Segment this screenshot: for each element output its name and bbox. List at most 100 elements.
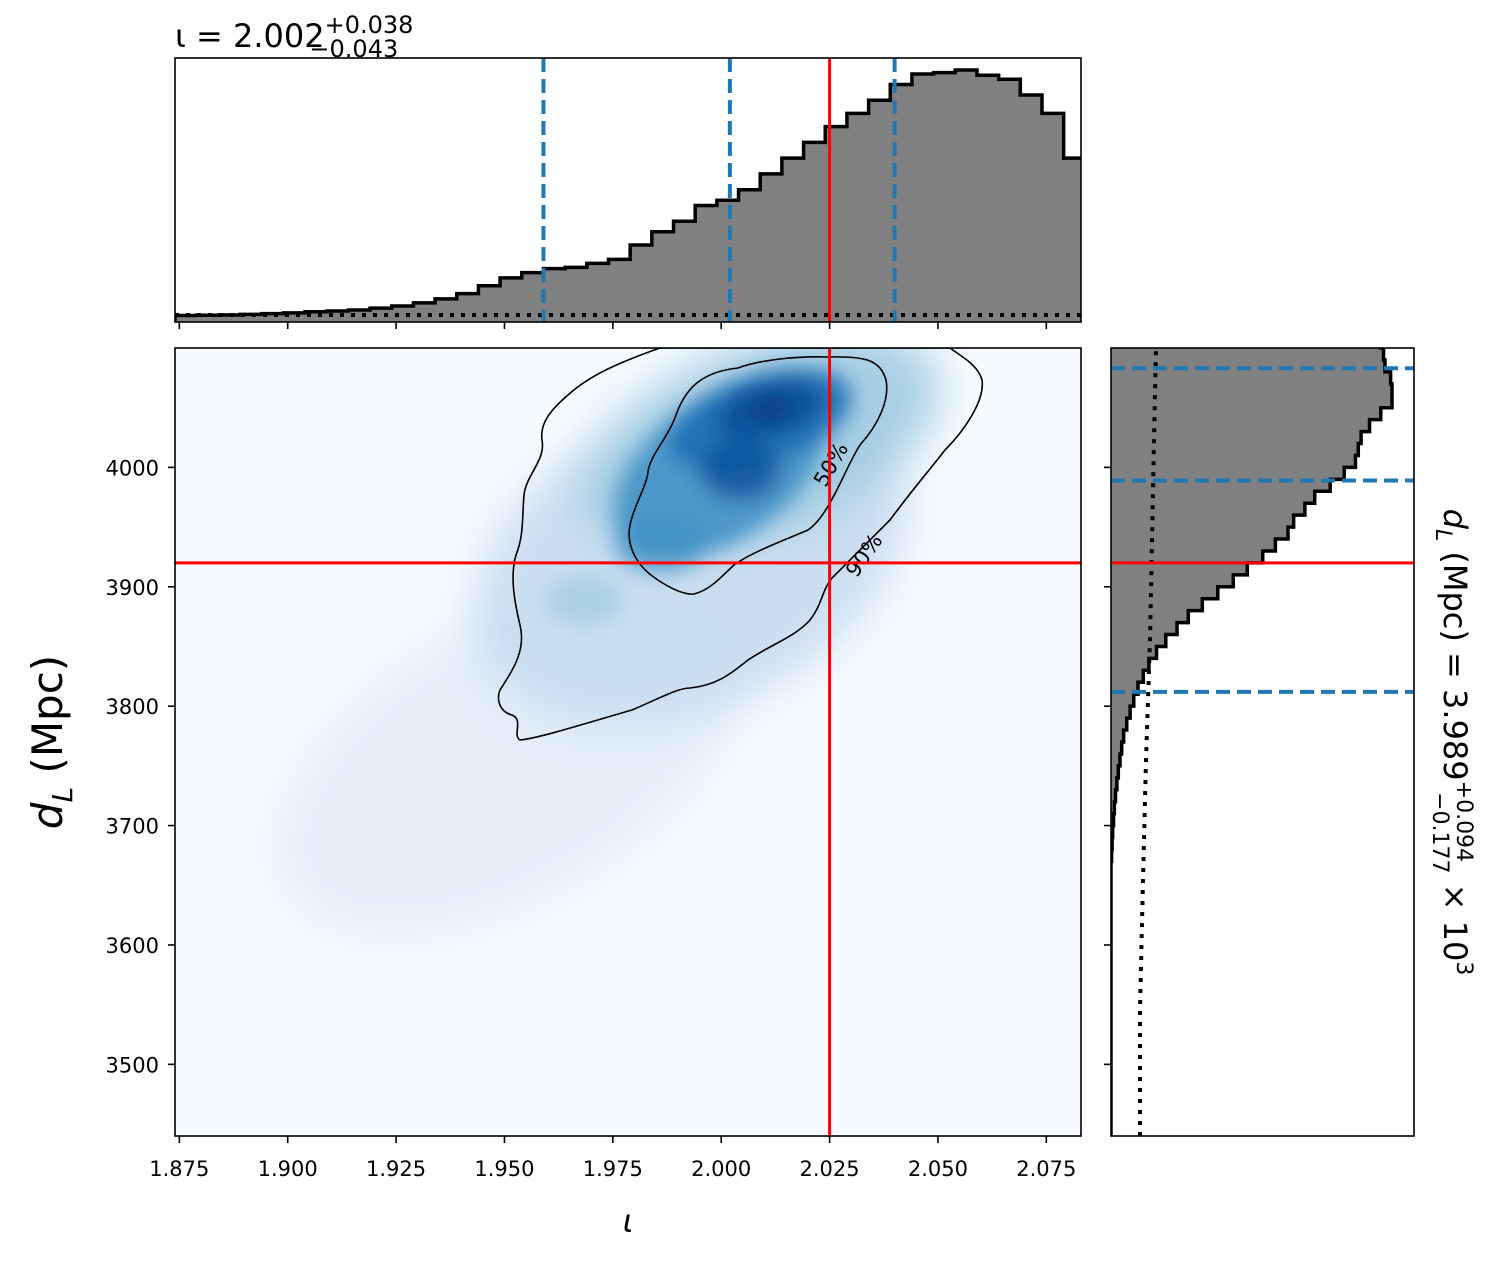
y-hist-bar: [1111, 276, 1266, 289]
y-hist-bar: [1111, 455, 1356, 468]
x-hist-bar: [456, 293, 480, 322]
x-hist-bar: [1280, 303, 1302, 324]
y-hist-bar: [1111, 527, 1289, 540]
y-hist-bar: [1111, 539, 1276, 552]
contour-90-percent: [497, 348, 984, 741]
x-hist-bar: [1410, 315, 1432, 324]
right-panel-ticks: [1104, 466, 1111, 1066]
right-panel-frame: [1110, 347, 1415, 1137]
x-hist-bar: [695, 205, 718, 322]
y-hist-bar: [1111, 419, 1370, 433]
joint-density-panel: 50% 90% 1.875 1.900 1.925 1.950 1.975 2.000 2.…: [23, 347, 1082, 1240]
y-credible-lines: [1111, 366, 1414, 694]
y-tick-label: 4000: [106, 456, 159, 480]
x-hist-bar: [1129, 198, 1151, 324]
y-hist-bar: [1111, 670, 1144, 683]
x-hist-bar: [1172, 253, 1194, 324]
x-hist-bar: [283, 312, 306, 322]
x-hist-bar: [911, 73, 935, 322]
x-hist-bar: [543, 268, 566, 322]
x-hist-bar: [521, 272, 545, 322]
x-hist-bar: [413, 302, 436, 322]
x-hist-bar: [240, 314, 263, 322]
x-tick-label: 2.025: [800, 1157, 860, 1181]
y-hist-bar: [1111, 348, 1384, 361]
y-hist-bar: [1111, 407, 1381, 421]
x-hist-bar: [630, 244, 653, 322]
x-hist-bar: [1194, 263, 1216, 324]
y-hist-bar: [1111, 753, 1120, 767]
x-hist-bar: [716, 200, 740, 322]
y-hist-bar: [1111, 431, 1362, 445]
y-hist-bar: [1111, 550, 1263, 564]
y-hist-bar: [1111, 359, 1385, 373]
x-parameter-title: ι = 2.002+0.038 −0.043: [175, 11, 413, 63]
x-hist-bar: [261, 313, 284, 322]
y-tick-label: 3500: [106, 1053, 159, 1077]
y-hist-bar: [1111, 574, 1234, 588]
x-hist-bar: [218, 314, 241, 322]
y-hist-bar: [1111, 443, 1359, 457]
x-hist-bar: [478, 285, 501, 322]
x-hist-bar: [1041, 113, 1065, 322]
contour-50-percent: [628, 356, 888, 595]
y-hist-bar: [1111, 730, 1124, 743]
x-hist-bar: [738, 189, 761, 322]
y-hist-bar: [1111, 371, 1391, 385]
x-axis-label: ι: [623, 1202, 634, 1240]
x-hist-bar: [1063, 158, 1081, 322]
y-hist-bar: [1111, 789, 1116, 803]
x-hist-bar: [781, 158, 805, 322]
y-hist-bar: [1111, 718, 1127, 731]
y-hist-bar: [1111, 395, 1392, 409]
y-tick-label: 3700: [106, 815, 159, 839]
x-hist-bar: [976, 75, 1000, 322]
injection-lines: [175, 348, 1081, 1136]
credible-contours: [497, 348, 984, 741]
x-hist-bar: [586, 263, 610, 322]
x-hist-bar: [998, 79, 1021, 322]
x-hist-bar: [955, 70, 978, 322]
x-hist-bar: [651, 231, 675, 322]
x-hist-bar: [846, 113, 870, 322]
y-tick-label: 3600: [106, 934, 159, 958]
x-hist-bar: [370, 308, 393, 322]
y-hist-bar: [1111, 324, 1378, 337]
x-hist-bar: [565, 267, 588, 322]
x-histogram: [175, 68, 1432, 324]
y-hist-outline: [1111, 348, 1394, 1136]
x-tick-label: 2.075: [1016, 1157, 1076, 1181]
top-panel-ticks: [178, 322, 1048, 329]
y-hist-bar: [1111, 646, 1157, 660]
y-hist-bar: [1111, 742, 1122, 755]
y-hist-bar: [1111, 658, 1149, 671]
x-axis-ticks: 1.875 1.900 1.925 1.950 1.975 2.000 2.025 2.050…: [149, 1136, 1076, 1181]
y-hist-bar: [1111, 634, 1166, 648]
x-tick-label: 1.975: [583, 1157, 643, 1181]
x-hist-bar: [1215, 283, 1237, 324]
y-hist-bar: [1111, 300, 1336, 313]
x-hist-bar: [933, 72, 956, 322]
y-hist-bar: [1111, 383, 1392, 397]
x-hist-bar: [760, 173, 783, 322]
x-hist-bar: [391, 306, 415, 322]
x-hist-bar: [1367, 314, 1389, 324]
y-hist-bar: [1111, 706, 1131, 719]
y-hist-bar: [1111, 288, 1313, 301]
y-hist-bar: [1111, 348, 1381, 349]
x-hist-bar: [1324, 311, 1346, 324]
x-hist-bar: [1150, 234, 1172, 324]
y-tick-label: 3800: [106, 695, 159, 719]
y-axis-label: dL (Mpc): [23, 655, 79, 829]
x-hist-bar: [305, 311, 328, 322]
y-hist-bar: [1111, 598, 1203, 612]
x-tick-label: 2.050: [908, 1157, 968, 1181]
x-tick-label: 1.925: [366, 1157, 426, 1181]
x-hist-bar: [348, 309, 371, 322]
y-hist-bar: [1111, 312, 1374, 325]
x-hist-bar: [1020, 94, 1043, 322]
y-hist-bar: [1111, 503, 1305, 516]
x-hist-bar: [1085, 177, 1107, 324]
y-hist-bar: [1111, 467, 1345, 480]
